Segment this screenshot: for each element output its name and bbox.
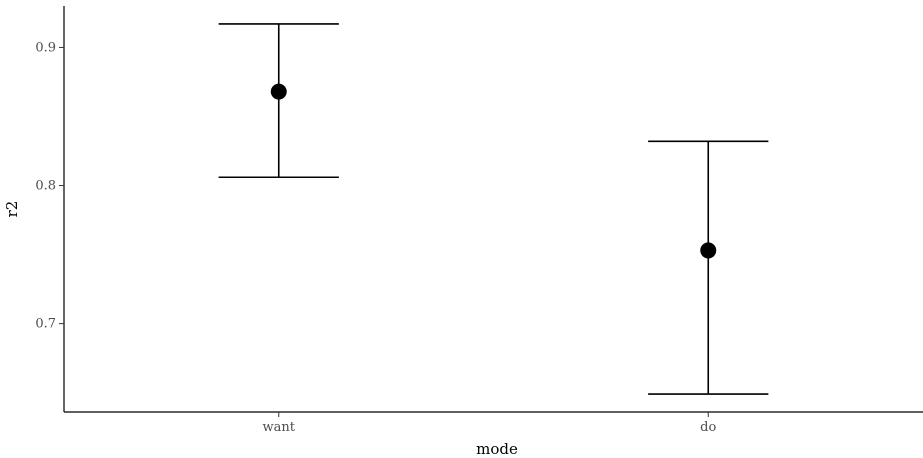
y-tick-label: 0.7 — [35, 317, 56, 332]
plot-area: 0.7 0.8 0.9 want do — [35, 6, 923, 435]
x-axis-title: mode — [476, 440, 518, 458]
y-axis-title: r2 — [3, 201, 21, 218]
y-tick-label: 0.8 — [35, 179, 56, 194]
x-tick-label: want — [263, 420, 296, 435]
data-point-do — [700, 242, 717, 259]
data-point-want — [270, 83, 287, 100]
y-tick-label: 0.9 — [35, 40, 56, 55]
data-marks — [218, 23, 769, 395]
x-tick-label: do — [700, 420, 716, 435]
axis-ticks: 0.7 0.8 0.9 want do — [35, 40, 716, 435]
